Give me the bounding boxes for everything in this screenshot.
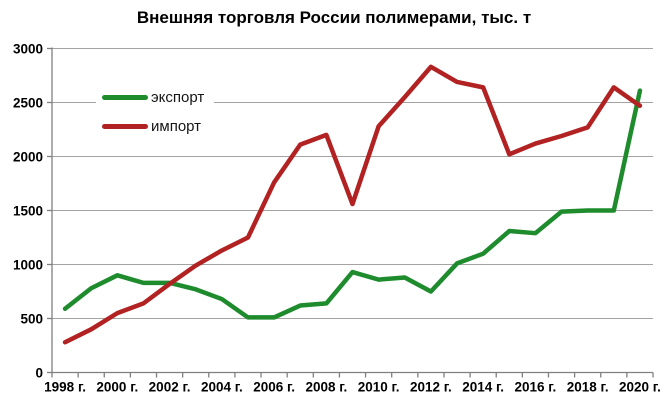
import-line-swatch-icon	[102, 124, 148, 129]
svg-text:2000: 2000	[13, 150, 43, 165]
legend-label-export: экспорт	[151, 89, 205, 106]
legend-label-import: импорт	[151, 118, 202, 135]
legend: экспорт импорт	[96, 79, 215, 145]
legend-item-import: импорт	[102, 112, 204, 141]
svg-text:2000 г.: 2000 г.	[96, 380, 138, 395]
svg-text:2008 г.: 2008 г.	[305, 380, 347, 395]
svg-text:3000: 3000	[13, 42, 43, 57]
svg-text:0: 0	[35, 366, 43, 381]
svg-text:1500: 1500	[13, 204, 43, 219]
legend-item-export: экспорт	[102, 83, 204, 112]
svg-text:2500: 2500	[13, 96, 43, 111]
export-line-swatch-icon	[102, 95, 148, 100]
svg-text:1000: 1000	[13, 258, 43, 273]
svg-text:2016 г.: 2016 г.	[515, 380, 557, 395]
svg-text:2006 г.: 2006 г.	[253, 380, 295, 395]
chart-title: Внешняя торговля России полимерами, тыс.…	[136, 8, 532, 27]
svg-text:2014 г.: 2014 г.	[462, 380, 504, 395]
svg-text:2018 г.: 2018 г.	[567, 380, 609, 395]
svg-text:1998 г.: 1998 г.	[44, 380, 86, 395]
svg-text:2020 г.: 2020 г.	[619, 380, 661, 395]
svg-text:2012 г.: 2012 г.	[410, 380, 452, 395]
svg-text:2010 г.: 2010 г.	[358, 380, 400, 395]
svg-text:500: 500	[20, 312, 43, 327]
svg-text:2002 г.: 2002 г.	[149, 380, 191, 395]
svg-text:2004 г.: 2004 г.	[201, 380, 243, 395]
